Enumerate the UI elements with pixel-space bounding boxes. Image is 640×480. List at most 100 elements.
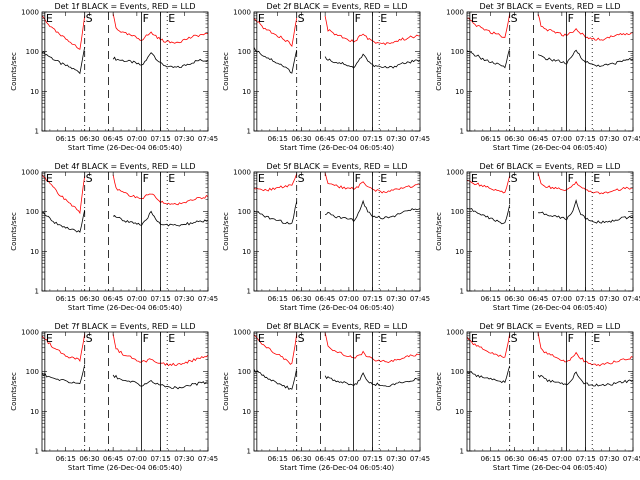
x-tick-label: 07:00	[127, 455, 147, 463]
x-axis-label: Start Time (26-Dec-04 06:05:40)	[493, 144, 607, 152]
marker-label: S	[86, 332, 93, 345]
marker-label: E	[46, 172, 53, 185]
y-tick-label: 10	[455, 88, 464, 96]
x-tick-label: 07:00	[339, 135, 359, 143]
y-tick-label: 1000	[446, 9, 464, 17]
marker-label: F	[143, 12, 149, 25]
series-line-lld	[42, 333, 86, 363]
marker-label: E	[258, 12, 265, 25]
y-tick-label: 1	[35, 448, 39, 456]
x-tick-label: 07:00	[552, 295, 572, 303]
series-line-lld	[254, 333, 298, 365]
x-tick-label: 06:15	[268, 295, 288, 303]
y-tick-label: 1	[35, 288, 39, 296]
x-axis-label: Start Time (26-Dec-04 06:05:40)	[68, 304, 182, 312]
series-line-lld	[42, 15, 86, 50]
panel-title: Det 5f BLACK = Events, RED = LLD	[266, 162, 407, 171]
series-line-lld	[467, 333, 511, 358]
series-line-events	[254, 47, 298, 74]
marker-label: F	[355, 332, 361, 345]
x-tick-label: 07:30	[599, 295, 619, 303]
series-line-events	[42, 209, 86, 233]
x-tick-label: 06:15	[268, 135, 288, 143]
x-tick-label: 06:30	[504, 295, 524, 303]
x-tick-label: 07:45	[198, 455, 218, 463]
panel-title: Det 9f BLACK = Events, RED = LLD	[479, 322, 620, 331]
y-tick-label: 10	[455, 408, 464, 416]
x-tick-label: 06:45	[528, 135, 548, 143]
marker-label: S	[511, 332, 518, 345]
marker-label: E	[258, 172, 265, 185]
x-tick-label: 07:30	[599, 135, 619, 143]
marker-label: E	[380, 12, 387, 25]
x-tick-label: 06:15	[481, 135, 501, 143]
y-tick-label: 10	[30, 248, 39, 256]
x-tick-label: 06:30	[291, 135, 311, 143]
x-tick-label: 07:15	[150, 135, 170, 143]
x-axis-label: Start Time (26-Dec-04 06:05:40)	[280, 464, 394, 472]
x-tick-label: 07:30	[386, 295, 406, 303]
y-tick-label: 1000	[21, 9, 39, 17]
x-tick-label: 07:45	[623, 455, 640, 463]
plot-frame	[253, 171, 421, 292]
plot-frame	[41, 331, 209, 452]
x-tick-label: 07:15	[150, 295, 170, 303]
y-tick-label: 1000	[446, 169, 464, 177]
marker-label: F	[568, 172, 574, 185]
x-tick-label: 07:15	[362, 295, 382, 303]
y-tick-label: 1	[460, 448, 464, 456]
x-tick-label: 07:45	[198, 295, 218, 303]
x-tick-label: 07:45	[410, 455, 430, 463]
y-axis-label: Counts/sec	[435, 52, 443, 91]
marker-label: E	[593, 12, 600, 25]
marker-label: E	[471, 172, 478, 185]
x-tick-label: 06:45	[103, 455, 123, 463]
marker-label: S	[298, 332, 305, 345]
series-line-events	[467, 204, 511, 225]
plot-frame	[466, 11, 634, 132]
x-tick-label: 07:15	[575, 295, 595, 303]
marker-label: F	[355, 172, 361, 185]
x-tick-label: 07:15	[575, 455, 595, 463]
marker-label: E	[593, 332, 600, 345]
panel-title: Det 1f BLACK = Events, RED = LLD	[54, 2, 195, 11]
x-tick-label: 06:30	[291, 455, 311, 463]
marker-label: F	[143, 172, 149, 185]
x-tick-label: 06:30	[79, 295, 99, 303]
y-axis-label: Counts/sec	[222, 372, 230, 411]
x-axis-label: Start Time (26-Dec-04 06:05:40)	[280, 144, 394, 152]
panel-title: Det 7f BLACK = Events, RED = LLD	[54, 322, 195, 331]
x-tick-label: 07:45	[623, 135, 640, 143]
x-axis-label: Start Time (26-Dec-04 06:05:40)	[280, 304, 394, 312]
y-tick-label: 1	[35, 128, 39, 136]
x-tick-label: 07:00	[127, 135, 147, 143]
x-tick-label: 07:45	[410, 135, 430, 143]
panel-title: Det 2f BLACK = Events, RED = LLD	[266, 2, 407, 11]
y-tick-label: 1000	[233, 9, 251, 17]
y-tick-label: 10	[30, 88, 39, 96]
x-tick-label: 07:15	[575, 135, 595, 143]
series-line-lld	[254, 18, 298, 47]
x-tick-label: 07:30	[599, 455, 619, 463]
y-tick-label: 100	[451, 368, 464, 376]
marker-label: S	[511, 172, 518, 185]
x-tick-label: 07:15	[362, 455, 382, 463]
marker-label: E	[380, 332, 387, 345]
y-tick-label: 1000	[233, 329, 251, 337]
x-tick-label: 06:45	[315, 295, 335, 303]
series-line-events	[42, 364, 86, 385]
y-tick-label: 1	[460, 288, 464, 296]
plot-frame	[466, 331, 634, 452]
y-tick-label: 10	[242, 248, 251, 256]
y-axis-label: Counts/sec	[222, 52, 230, 91]
plot-frame	[466, 171, 634, 292]
marker-label: E	[168, 332, 175, 345]
x-axis-label: Start Time (26-Dec-04 06:05:40)	[68, 144, 182, 152]
marker-label: E	[471, 12, 478, 25]
